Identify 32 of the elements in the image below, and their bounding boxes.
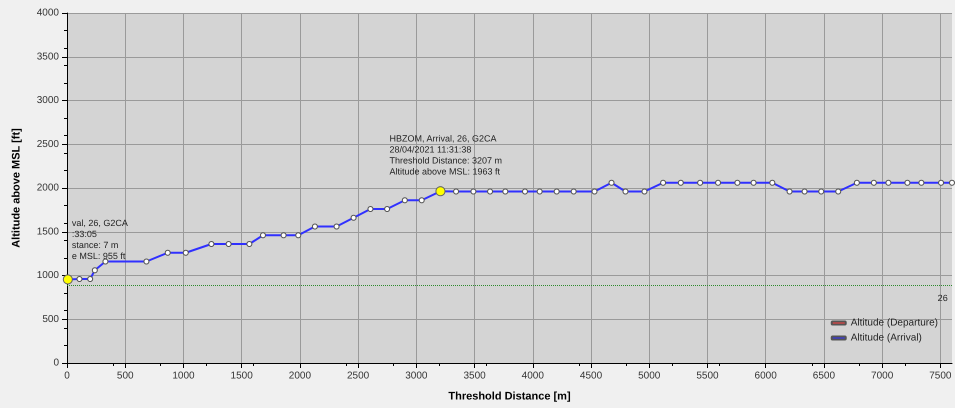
y-tick-label: 2000 bbox=[36, 182, 60, 194]
x-tick-label: 1500 bbox=[230, 370, 254, 382]
y-axis-title: Altitude above MSL [ft] bbox=[10, 128, 22, 248]
x-tick-label: 500 bbox=[116, 370, 134, 382]
x-tick-label: 2500 bbox=[346, 370, 370, 382]
y-tick-label: 1000 bbox=[36, 270, 60, 281]
x-tick-label: 4000 bbox=[522, 370, 544, 382]
x-axis-title: Threshold Distance [m] bbox=[448, 390, 571, 402]
legend-label: Altitude (Arrival) bbox=[850, 332, 922, 344]
annotation: HBZOM, Arrival, 26, G2CA 28/04/2021 11:31:38 Threshold Distance: 3207 m Altitude above MSL: 1963 ft bbox=[389, 134, 502, 177]
x-tick-label: 6000 bbox=[754, 370, 778, 382]
y-tick-label: 4000 bbox=[36, 8, 60, 18]
y-tick-label: 1500 bbox=[36, 226, 60, 238]
y-tick-label: 3000 bbox=[36, 95, 60, 106]
x-tick-label: 7000 bbox=[871, 370, 894, 382]
x-tick-label: 3000 bbox=[405, 370, 428, 382]
annotation: val, 26, G2CA :33:05 stance: 7 m e MSL: 955 ft bbox=[72, 218, 128, 261]
y-tick-label: 0 bbox=[53, 358, 60, 368]
y-tick-label: 500 bbox=[42, 314, 60, 325]
x-tick-label: 1000 bbox=[172, 370, 196, 382]
y-tick-label: 2500 bbox=[36, 138, 60, 150]
x-tick-label: 2000 bbox=[288, 370, 312, 382]
annotation: 26 bbox=[938, 293, 948, 304]
x-tick-label: 7500 bbox=[929, 370, 952, 382]
x-tick-label: 5500 bbox=[696, 370, 720, 382]
x-tick-label: 6500 bbox=[812, 370, 836, 382]
x-tick-label: 4500 bbox=[580, 370, 603, 382]
x-tick-label: 0 bbox=[64, 370, 70, 382]
x-tick-label: 3500 bbox=[463, 370, 486, 382]
y-tick-label: 3500 bbox=[36, 51, 60, 62]
legend-label: Altitude (Departure) bbox=[850, 318, 938, 328]
x-tick-label: 5000 bbox=[638, 370, 661, 382]
